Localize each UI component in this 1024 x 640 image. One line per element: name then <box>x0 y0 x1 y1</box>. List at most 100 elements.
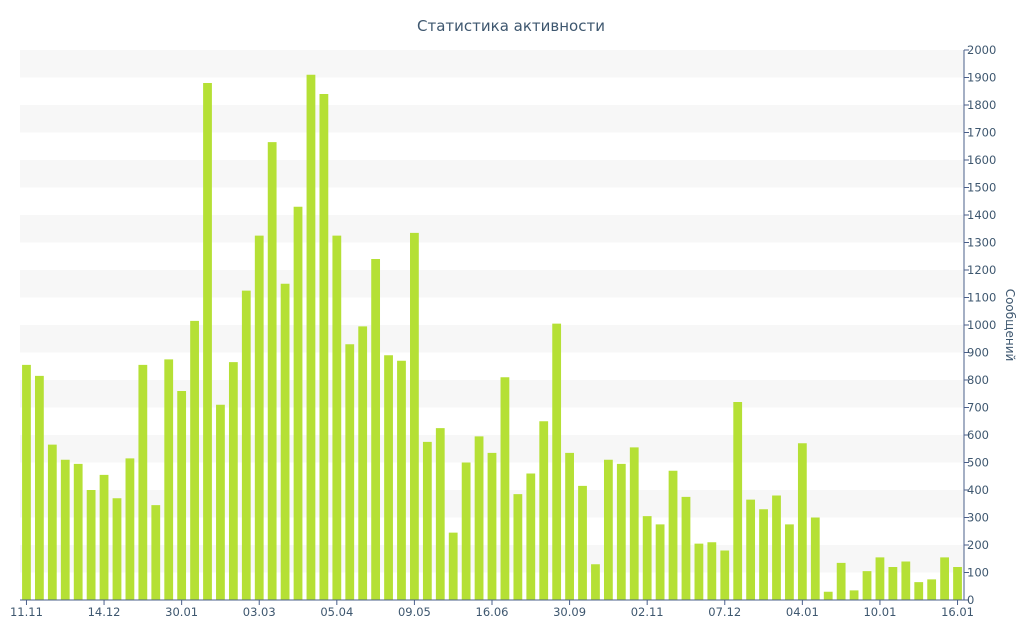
bar <box>591 564 600 600</box>
y-tick-label: 0 <box>967 593 974 607</box>
bar <box>177 391 187 600</box>
bar <box>849 590 859 601</box>
bar <box>836 562 846 601</box>
bar <box>345 344 355 600</box>
y-tick-label: 1500 <box>967 181 996 195</box>
bar <box>655 524 665 601</box>
bar <box>888 567 898 600</box>
bar <box>694 543 704 601</box>
bar <box>578 485 587 601</box>
bar <box>448 532 458 601</box>
y-tick-label: 1000 <box>967 318 996 332</box>
x-tick-label: 30.09 <box>553 605 586 619</box>
bar <box>384 355 393 600</box>
bar <box>151 505 161 601</box>
bar <box>293 206 303 600</box>
bar <box>358 326 368 601</box>
bar <box>164 359 174 601</box>
bar <box>332 235 342 601</box>
y-tick-label: 1100 <box>967 291 996 305</box>
bar <box>319 94 329 600</box>
y-tick-label: 2000 <box>967 43 996 57</box>
bar <box>267 142 277 601</box>
bar <box>875 557 885 601</box>
x-tick-label: 10.01 <box>863 605 896 619</box>
x-tick-label: 02.11 <box>631 605 664 619</box>
x-tick-label: 11.11 <box>10 605 43 619</box>
bar <box>940 557 949 601</box>
bar <box>190 320 199 601</box>
bar <box>526 473 536 600</box>
bar <box>901 561 911 600</box>
grid-band <box>20 105 964 133</box>
x-tick-label: 14.12 <box>88 605 121 619</box>
grid-band <box>20 215 964 243</box>
y-tick-label: 800 <box>967 373 989 387</box>
x-tick-label: 30.01 <box>165 605 198 619</box>
y-tick-label: 1400 <box>967 208 996 222</box>
y-axis-label: Сообщений <box>1003 289 1017 362</box>
y-tick-label: 900 <box>967 346 989 360</box>
bar <box>35 375 44 601</box>
bars <box>22 74 962 601</box>
bar <box>862 571 872 601</box>
y-tick-label: 200 <box>967 538 989 552</box>
y-tick-label: 700 <box>967 401 989 415</box>
y-tick-label: 600 <box>967 428 989 442</box>
bar <box>914 582 924 601</box>
y-axis: 0 100 200 300 400 500 600 700 800 900 1000 1100 1200… <box>964 43 996 607</box>
bar <box>616 463 626 601</box>
bar <box>461 462 471 600</box>
grid-band <box>20 50 964 78</box>
bar <box>785 524 794 601</box>
bar <box>797 443 807 600</box>
bar <box>73 463 83 601</box>
bar <box>746 499 756 601</box>
bar <box>487 452 497 601</box>
bar <box>513 494 523 601</box>
bar <box>603 459 613 600</box>
bar <box>629 447 639 601</box>
bar <box>681 496 691 601</box>
bar <box>642 516 652 601</box>
bar <box>60 459 70 600</box>
grid-band <box>20 325 964 353</box>
x-tick-label: 16.01 <box>941 605 974 619</box>
bar <box>720 550 730 600</box>
bar <box>539 421 549 600</box>
bar <box>733 402 743 600</box>
grid-band <box>20 380 964 408</box>
x-axis: 11.11 14.12 30.01 03.03 05.04 09.05 16.06 30.09… <box>10 600 974 619</box>
bar <box>474 436 484 601</box>
bar <box>254 235 264 601</box>
bar <box>228 362 238 601</box>
bar <box>47 444 57 601</box>
bar <box>397 360 406 600</box>
bar <box>500 377 510 600</box>
x-tick-label: 05.04 <box>320 605 353 619</box>
bar <box>552 323 562 600</box>
grid-band <box>20 160 964 188</box>
bar <box>306 74 316 600</box>
x-tick-label: 09.05 <box>398 605 431 619</box>
bar <box>125 458 135 601</box>
y-tick-label: 1900 <box>967 71 996 85</box>
bar <box>772 495 781 600</box>
y-tick-label: 1600 <box>967 153 996 167</box>
y-tick-label: 400 <box>967 483 989 497</box>
bar <box>927 579 937 601</box>
x-tick-label: 07.12 <box>708 605 741 619</box>
bar <box>280 283 290 600</box>
bar <box>22 364 31 601</box>
x-tick-label: 04.01 <box>786 605 819 619</box>
bar <box>241 290 251 601</box>
bar <box>565 452 574 601</box>
bar <box>435 428 445 601</box>
bar <box>810 517 820 600</box>
bar <box>823 591 833 600</box>
bar <box>707 542 717 600</box>
bar <box>203 83 212 600</box>
chart-title: Статистика активности <box>417 17 605 35</box>
bar <box>371 259 381 600</box>
